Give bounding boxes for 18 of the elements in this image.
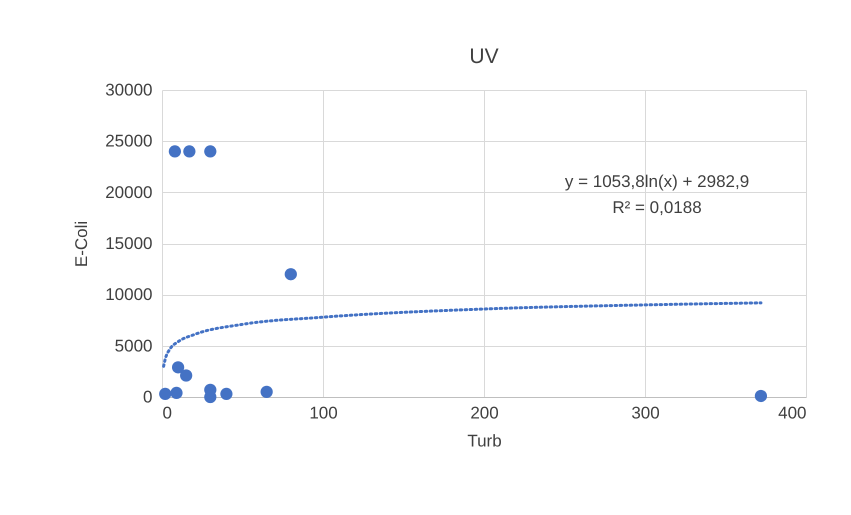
x-tick-label: 300: [631, 404, 660, 422]
y-tick-label: 15000: [105, 234, 152, 253]
x-tick-label: 200: [470, 404, 499, 422]
x-tick-label: 400: [778, 404, 806, 422]
y-tick-label: 25000: [105, 132, 152, 151]
x-axis-title: Turb: [467, 432, 502, 450]
y-tick-label: 5000: [114, 336, 152, 356]
y-tick-label: 0: [143, 388, 152, 406]
annotation: y = 1053,8ln(x) + 2982,9: [564, 172, 750, 191]
chart-title: UV: [469, 45, 499, 68]
x-tick-label: 100: [309, 404, 338, 422]
x-tick-label: 0: [162, 404, 172, 422]
y-axis-title: E-Coli: [72, 220, 92, 268]
y-tick-label: 10000: [105, 285, 152, 304]
annotation: R² = 0,0188: [612, 198, 702, 217]
y-tick-label: 30000: [105, 80, 152, 100]
y-tick-label: 20000: [105, 182, 152, 202]
line-series: [162, 301, 762, 368]
